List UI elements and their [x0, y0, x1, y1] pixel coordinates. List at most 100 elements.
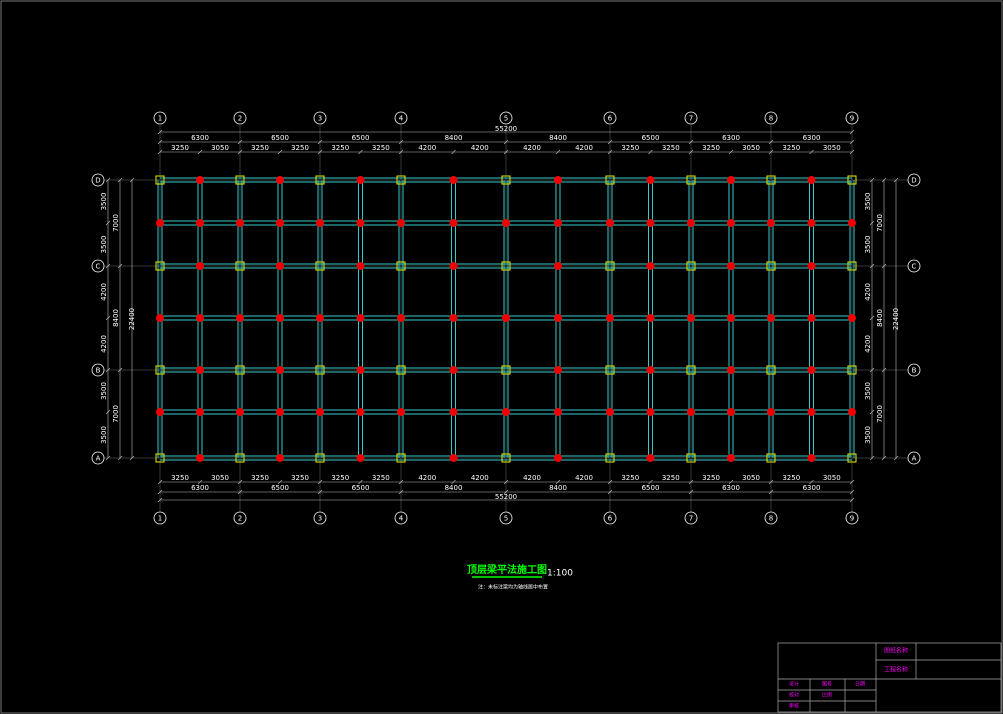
- beam-node: [554, 454, 562, 462]
- dim-tick: [129, 455, 135, 461]
- column: [686, 365, 696, 375]
- axis-label: C: [912, 263, 917, 271]
- dim-tick: [688, 479, 694, 485]
- column: [315, 261, 325, 271]
- beam-node: [767, 219, 775, 227]
- dim-tick: [237, 139, 243, 145]
- column: [315, 365, 325, 375]
- column: [847, 365, 857, 375]
- column: [686, 261, 696, 271]
- span-dim: 6500: [271, 484, 289, 492]
- beam-node: [196, 262, 204, 270]
- axis-bubble: [907, 451, 921, 465]
- dim-tick: [607, 479, 613, 485]
- dim-tick: [849, 489, 855, 495]
- beam-node: [502, 314, 510, 322]
- column: [315, 453, 325, 463]
- column: [501, 261, 511, 271]
- beam-node: [727, 176, 735, 184]
- axis-bubble: [91, 173, 105, 187]
- sub-span-dim: 3250: [662, 474, 680, 482]
- beam-node: [554, 408, 562, 416]
- beam-node: [687, 408, 695, 416]
- dim-tick: [849, 149, 855, 155]
- dim-tick: [317, 479, 323, 485]
- column: [605, 175, 615, 185]
- dim-tick: [881, 367, 887, 373]
- dim-tick: [688, 149, 694, 155]
- dim-tick: [157, 489, 163, 495]
- axis-label: 6: [608, 515, 613, 523]
- beam-node: [727, 314, 735, 322]
- axis-label: 9: [850, 515, 854, 523]
- dim-tick: [893, 455, 899, 461]
- sub-span-dim: 4200: [523, 474, 541, 482]
- column: [766, 175, 776, 185]
- dim-tick: [849, 497, 855, 503]
- dim-tick: [197, 479, 203, 485]
- column: [155, 365, 165, 375]
- beam-node: [276, 454, 284, 462]
- dim-tick: [317, 489, 323, 495]
- span-dim: 6300: [191, 134, 209, 142]
- dim-tick: [503, 149, 509, 155]
- total-dim: 55200: [495, 493, 517, 501]
- column: [396, 365, 406, 375]
- sub-span-dim: 3250: [782, 144, 800, 152]
- beam-node: [276, 262, 284, 270]
- beam-node: [502, 219, 510, 227]
- axis-label: 8: [769, 115, 773, 123]
- sub-span-dim: 4200: [471, 144, 489, 152]
- dim-tick: [197, 149, 203, 155]
- beam-node: [356, 219, 365, 227]
- sub-span-dim: 3250: [702, 144, 720, 152]
- dim-tick: [768, 479, 774, 485]
- row-span-dim: 7000: [876, 405, 884, 423]
- beam-node: [727, 408, 735, 416]
- sub-span-dim: 3050: [742, 474, 760, 482]
- dim-tick: [881, 263, 887, 269]
- row-span-dim: 7000: [112, 405, 120, 423]
- sub-span-dim: 3050: [823, 474, 841, 482]
- axis-bubble: [499, 511, 513, 525]
- sub-span-dim: 4200: [418, 474, 436, 482]
- dim-tick: [398, 479, 404, 485]
- dim-tick: [607, 489, 613, 495]
- axis-bubble: [907, 363, 921, 377]
- beam-node: [356, 262, 365, 270]
- column: [501, 175, 511, 185]
- span-dim: 6300: [722, 484, 740, 492]
- sub-span-dim: 3250: [291, 474, 309, 482]
- axis-bubble: [845, 511, 859, 525]
- axis-label: 7: [689, 515, 693, 523]
- column: [235, 365, 245, 375]
- sub-span-dim: 3050: [742, 144, 760, 152]
- span-dim: 8400: [549, 484, 567, 492]
- total-dim: 55200: [495, 125, 517, 133]
- dim-tick: [648, 479, 653, 485]
- dim-tick: [451, 149, 456, 155]
- dim-tick: [398, 139, 404, 145]
- column: [501, 365, 511, 375]
- axis-label: 2: [238, 115, 242, 123]
- row-span-dim: 7000: [112, 214, 120, 232]
- span-dim: 8400: [445, 484, 463, 492]
- sub-span-dim: 4200: [471, 474, 489, 482]
- column: [605, 261, 615, 271]
- dim-tick: [809, 479, 814, 485]
- column: [686, 453, 696, 463]
- beam-node: [554, 262, 562, 270]
- beam-node: [156, 219, 164, 227]
- beam-node: [646, 176, 655, 184]
- row-span-dim: 8400: [112, 309, 120, 327]
- beam-node: [156, 314, 164, 322]
- axis-label: 1: [158, 515, 162, 523]
- column: [396, 453, 406, 463]
- beam-node: [554, 314, 562, 322]
- beam-node: [196, 366, 204, 374]
- sub-span-dim: 4200: [523, 144, 541, 152]
- beam-node: [276, 176, 284, 184]
- column: [155, 261, 165, 271]
- column: [847, 261, 857, 271]
- row-sub-dim: 3500: [864, 382, 872, 400]
